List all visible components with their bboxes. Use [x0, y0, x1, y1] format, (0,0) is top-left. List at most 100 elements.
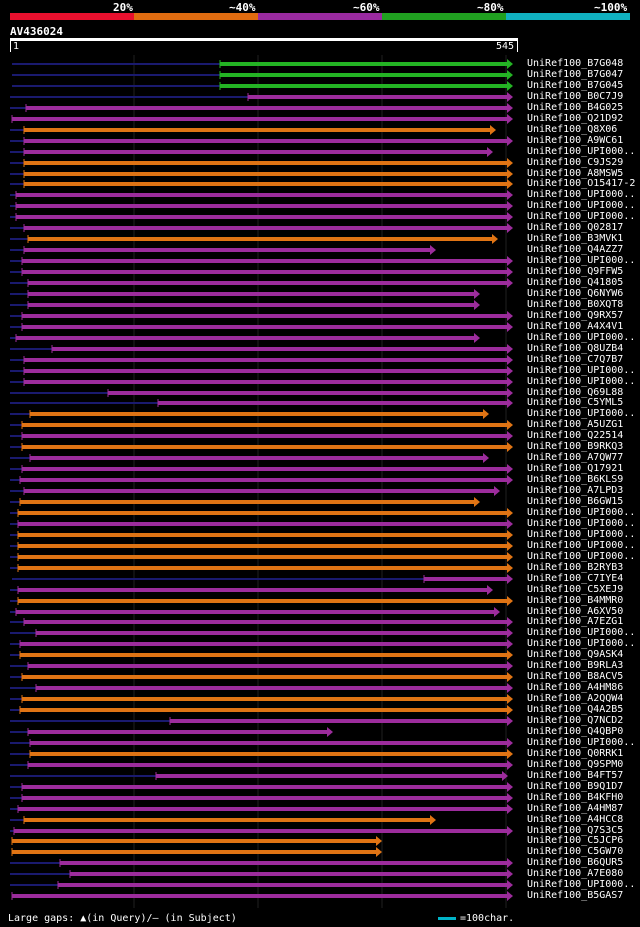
hit-label[interactable]: UniRef100_A7LPD3	[527, 485, 624, 496]
hit-label[interactable]: UniRef100_Q7NCD2	[527, 715, 624, 726]
hit-label[interactable]: UniRef100_B9Q1D7	[527, 781, 624, 792]
hit-label[interactable]: UniRef100_A4X4V1	[527, 321, 624, 332]
hit-bar[interactable]	[36, 686, 507, 690]
hit-bar[interactable]	[30, 752, 507, 756]
hit-bar[interactable]	[28, 292, 474, 296]
hit-bar[interactable]	[18, 566, 507, 570]
hit-bar[interactable]	[108, 391, 507, 395]
hit-bar[interactable]	[18, 511, 507, 515]
hit-label[interactable]: UniRef100_B5GAS7	[527, 890, 624, 901]
hit-label[interactable]: UniRef100_Q02817	[527, 222, 624, 233]
hit-label[interactable]: UniRef100_B7G045	[527, 80, 624, 91]
hit-bar[interactable]	[16, 215, 507, 219]
hit-label[interactable]: UniRef100_A8MSW5	[527, 168, 624, 179]
hit-label[interactable]: UniRef100_B0XQT8	[527, 299, 624, 310]
hit-bar[interactable]	[16, 336, 474, 340]
hit-bar[interactable]	[20, 500, 474, 504]
hit-label[interactable]: UniRef100_UPI000..	[527, 200, 636, 211]
hit-bar[interactable]	[28, 763, 507, 767]
hit-bar[interactable]	[30, 412, 483, 416]
hit-label[interactable]: UniRef100_C5GW70	[527, 846, 624, 857]
hit-label[interactable]: UniRef100_Q9ASK4	[527, 649, 624, 660]
hit-label[interactable]: UniRef100_UPI000..	[527, 737, 636, 748]
hit-label[interactable]: UniRef100_A4HM86	[527, 682, 624, 693]
hit-bar[interactable]	[18, 807, 507, 811]
hit-bar[interactable]	[18, 544, 507, 548]
hit-bar[interactable]	[70, 872, 507, 876]
hit-bar[interactable]	[22, 445, 507, 449]
hit-bar[interactable]	[16, 193, 507, 197]
hit-label[interactable]: UniRef100_A4HM87	[527, 803, 624, 814]
hit-bar[interactable]	[16, 204, 507, 208]
hit-label[interactable]: UniRef100_UPI000..	[527, 189, 636, 200]
hit-bar[interactable]	[18, 533, 507, 537]
hit-bar[interactable]	[156, 774, 502, 778]
hit-label[interactable]: UniRef100_Q41805	[527, 277, 624, 288]
hit-label[interactable]: UniRef100_Q0RRK1	[527, 748, 624, 759]
hit-label[interactable]: UniRef100_UPI000..	[527, 146, 636, 157]
hit-label[interactable]: UniRef100_C9JS29	[527, 157, 624, 168]
hit-label[interactable]: UniRef100_C5YML5	[527, 397, 624, 408]
hit-label[interactable]: UniRef100_UPI000..	[527, 507, 636, 518]
hit-bar[interactable]	[24, 172, 507, 176]
hit-bar[interactable]	[220, 73, 507, 77]
hit-label[interactable]: UniRef100_UPI000..	[527, 540, 636, 551]
hit-bar[interactable]	[60, 861, 507, 865]
hit-bar[interactable]	[158, 401, 507, 405]
hit-label[interactable]: UniRef100_UPI000..	[527, 638, 636, 649]
hit-bar[interactable]	[22, 423, 507, 427]
hit-label[interactable]: UniRef100_Q4A2B5	[527, 704, 624, 715]
hit-label[interactable]: UniRef100_O15417-2	[527, 178, 636, 189]
hit-bar[interactable]	[220, 84, 507, 88]
hit-bar[interactable]	[24, 248, 430, 252]
hit-label[interactable]: UniRef100_B4G025	[527, 102, 624, 113]
hit-label[interactable]: UniRef100_A9WC61	[527, 135, 624, 146]
hit-label[interactable]: UniRef100_Q9RX57	[527, 310, 624, 321]
hit-label[interactable]: UniRef100_B9RKQ3	[527, 441, 624, 452]
hit-bar[interactable]	[24, 139, 507, 143]
hit-label[interactable]: UniRef100_Q21D92	[527, 113, 624, 124]
hit-label[interactable]: UniRef100_UPI000..	[527, 879, 636, 890]
hit-bar[interactable]	[22, 796, 507, 800]
hit-label[interactable]: UniRef100_Q4QBP0	[527, 726, 624, 737]
hit-bar[interactable]	[12, 850, 376, 854]
hit-label[interactable]: UniRef100_Q9SPM0	[527, 759, 624, 770]
hit-bar[interactable]	[26, 106, 507, 110]
hit-label[interactable]: UniRef100_A7EZG1	[527, 616, 624, 627]
hit-label[interactable]: UniRef100_A6XV50	[527, 606, 624, 617]
hit-label[interactable]: UniRef100_B6QUR5	[527, 857, 624, 868]
hit-bar[interactable]	[12, 117, 507, 121]
hit-label[interactable]: UniRef100_B3MVK1	[527, 233, 624, 244]
hit-label[interactable]: UniRef100_C7Q7B7	[527, 354, 624, 365]
hit-label[interactable]: UniRef100_UPI000..	[527, 529, 636, 540]
hit-label[interactable]: UniRef100_Q7S3C5	[527, 825, 624, 836]
hit-bar[interactable]	[28, 303, 474, 307]
hit-label[interactable]: UniRef100_B9RLA3	[527, 660, 624, 671]
hit-bar[interactable]	[22, 675, 507, 679]
hit-label[interactable]: UniRef100_B4KFH0	[527, 792, 624, 803]
hit-bar[interactable]	[18, 555, 507, 559]
hit-bar[interactable]	[22, 314, 507, 318]
hit-label[interactable]: UniRef100_Q9FFW5	[527, 266, 624, 277]
hit-label[interactable]: UniRef100_A5UZG1	[527, 419, 624, 430]
hit-label[interactable]: UniRef100_B7G047	[527, 69, 624, 80]
hit-bar[interactable]	[20, 478, 507, 482]
hit-bar[interactable]	[20, 653, 507, 657]
hit-bar[interactable]	[22, 325, 507, 329]
hit-bar[interactable]	[170, 719, 507, 723]
hit-bar[interactable]	[24, 620, 507, 624]
hit-bar[interactable]	[22, 270, 507, 274]
hit-bar[interactable]	[30, 456, 483, 460]
hit-label[interactable]: UniRef100_UPI000..	[527, 255, 636, 266]
hit-label[interactable]: UniRef100_UPI000..	[527, 408, 636, 419]
hit-label[interactable]: UniRef100_Q8X06	[527, 124, 618, 135]
hit-bar[interactable]	[16, 610, 494, 614]
hit-bar[interactable]	[58, 883, 507, 887]
hit-label[interactable]: UniRef100_B4FT57	[527, 770, 624, 781]
hit-label[interactable]: UniRef100_B2RYB3	[527, 562, 624, 573]
hit-bar[interactable]	[24, 358, 507, 362]
hit-bar[interactable]	[22, 259, 507, 263]
hit-bar[interactable]	[18, 522, 507, 526]
hit-bar[interactable]	[24, 818, 430, 822]
hit-label[interactable]: UniRef100_Q69L88	[527, 387, 624, 398]
